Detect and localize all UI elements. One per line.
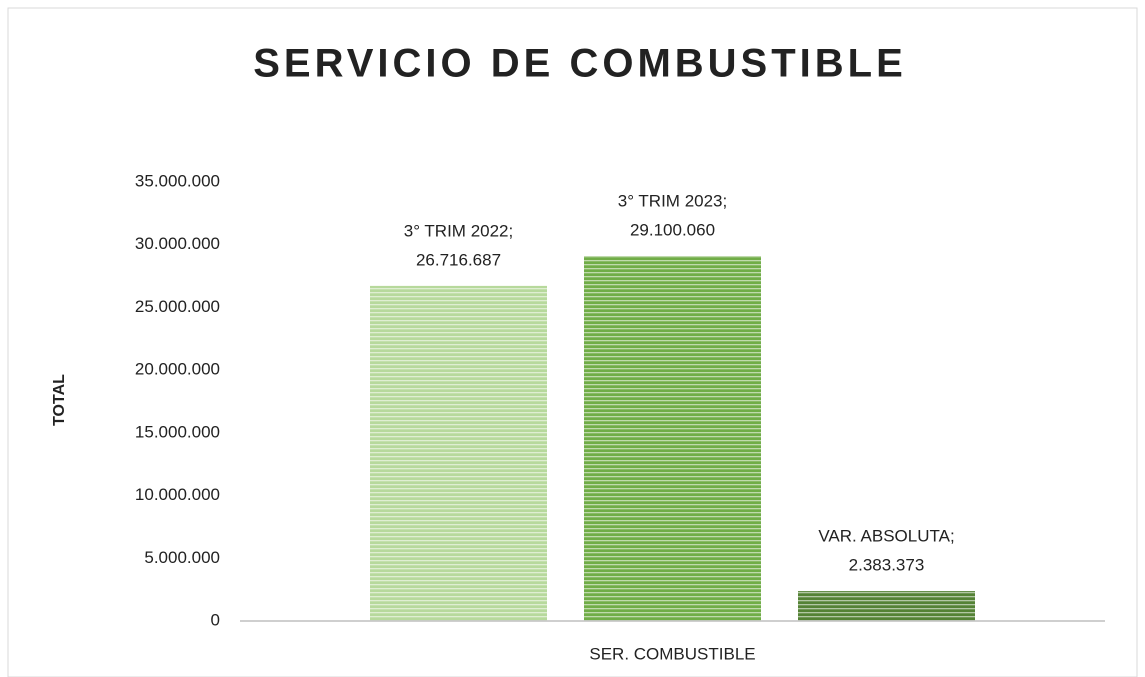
y-tick-label: 20.000.000 <box>135 360 220 379</box>
y-tick-label: 25.000.000 <box>135 297 220 316</box>
y-tick-label: 35.000.000 <box>135 171 220 190</box>
data-label: 29.100.060 <box>630 220 715 239</box>
data-label: 26.716.687 <box>416 250 501 269</box>
bar <box>584 256 761 621</box>
data-label: 2.383.373 <box>849 556 925 575</box>
x-tick-label: SER. COMBUSTIBLE <box>589 644 755 663</box>
chart-title: SERVICIO DE COMBUSTIBLE <box>253 42 907 86</box>
data-label-name: VAR. ABSOLUTA; <box>818 527 954 546</box>
bar <box>798 591 975 621</box>
y-tick-label: 5.000.000 <box>144 548 220 567</box>
y-tick-label: 15.000.000 <box>135 422 220 441</box>
y-axis-title: TOTAL <box>51 374 68 426</box>
y-tick-label: 0 <box>211 610 220 629</box>
data-label-name: 3° TRIM 2023; <box>618 191 727 210</box>
bar <box>370 285 547 621</box>
chart-frame <box>7 7 1138 677</box>
y-tick-label: 30.000.000 <box>135 234 220 253</box>
y-tick-label: 10.000.000 <box>135 485 220 504</box>
data-label-name: 3° TRIM 2022; <box>404 221 513 240</box>
